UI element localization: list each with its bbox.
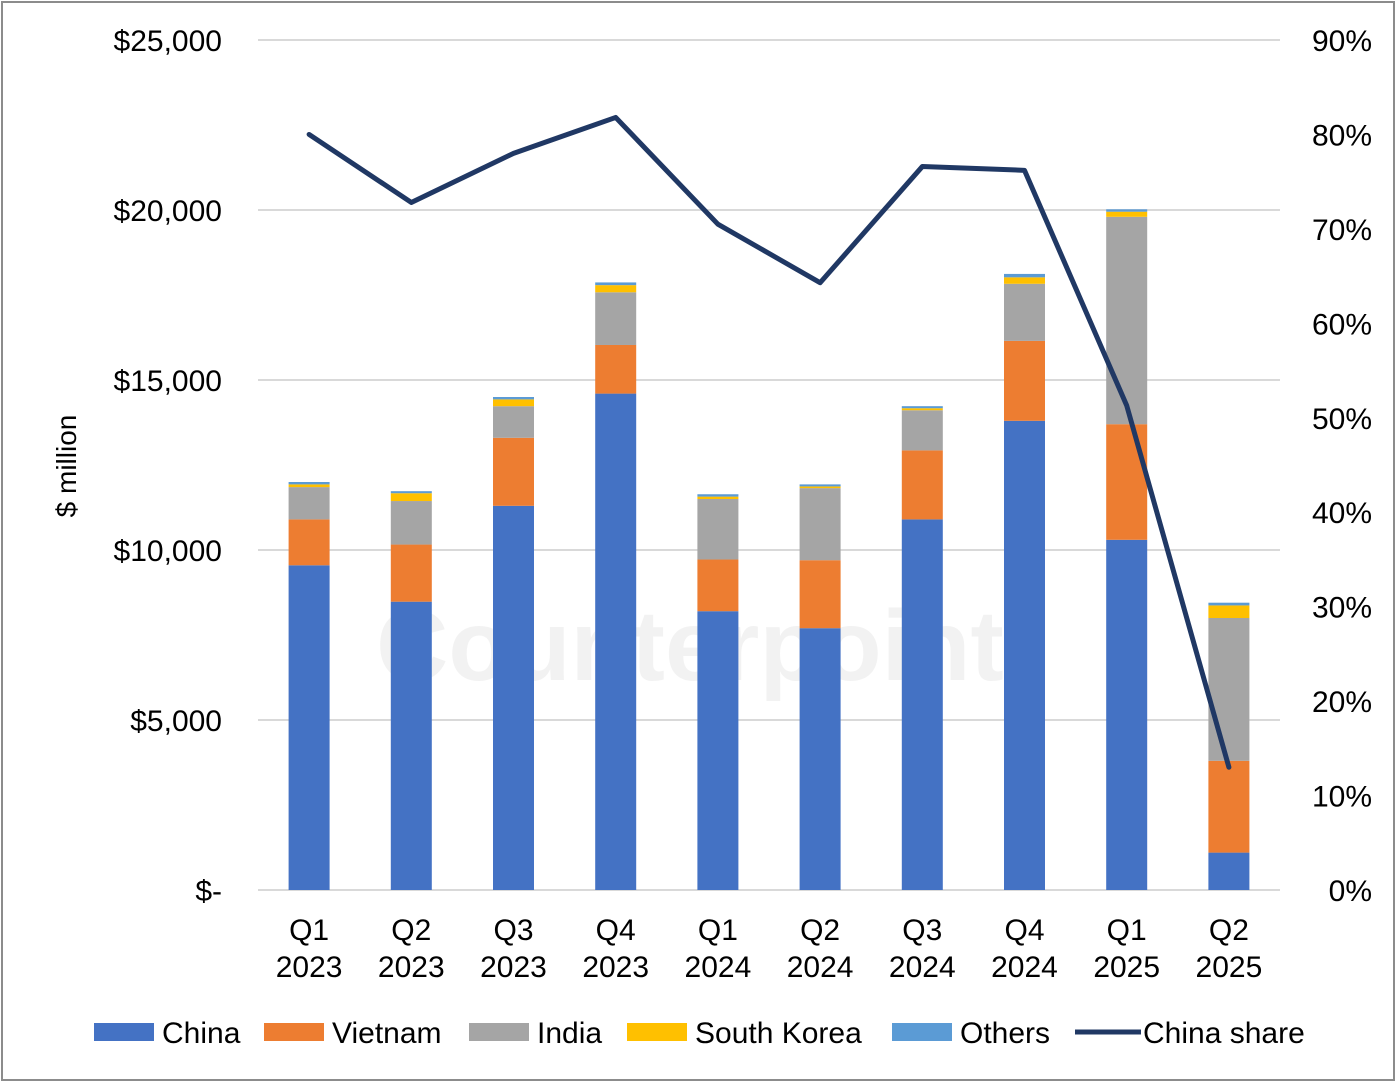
bar-china — [1208, 852, 1250, 890]
y2-tick-label: 70% — [1312, 214, 1372, 247]
bar-india — [1106, 216, 1148, 425]
bar-china — [799, 628, 841, 890]
legend-swatch-others — [892, 1023, 952, 1041]
bar-others — [1004, 273, 1045, 278]
bar-vietnam — [1004, 340, 1045, 421]
bar-others — [288, 482, 330, 485]
bar-india — [799, 488, 841, 561]
bar-china — [288, 565, 330, 890]
bar-china — [697, 611, 739, 890]
left-axis-ticks: $- $5,000 $10,000 $15,000 $20,000 $25,000 — [114, 25, 222, 908]
bar-china — [390, 601, 432, 890]
y2-tick-label: 80% — [1312, 119, 1372, 152]
y2-tick-label: 40% — [1312, 497, 1372, 530]
x-tick-label: Q3 2023 — [480, 914, 547, 984]
bar-vietnam — [1208, 760, 1250, 853]
bar-south-korea — [1106, 211, 1148, 217]
bar-vietnam — [595, 344, 637, 394]
legend-label-south-korea: South Korea — [695, 1017, 862, 1050]
x-tick-label: Q1 2025 — [1093, 914, 1160, 984]
bar-others — [1208, 602, 1250, 606]
y2-tick-label: 20% — [1312, 686, 1372, 719]
bar-china — [901, 519, 943, 890]
bar-south-korea — [390, 493, 432, 502]
bar-south-korea — [1004, 277, 1045, 284]
bar-others — [799, 484, 841, 487]
bar-south-korea — [697, 496, 739, 499]
bar-south-korea — [288, 484, 330, 488]
bar-india — [1208, 618, 1250, 761]
china-share-line-path — [306, 114, 1232, 770]
x-tick-label: Q3 2024 — [889, 914, 956, 984]
y-axis-title: $ million — [51, 415, 82, 518]
legend-swatch-south-korea — [627, 1023, 687, 1041]
y2-tick-label: 0% — [1329, 875, 1372, 908]
bar-others — [595, 282, 637, 286]
bar-vietnam — [288, 519, 330, 566]
x-tick-label: Q4 2024 — [991, 914, 1058, 984]
bar-india — [901, 410, 943, 451]
legend-swatch-china — [94, 1023, 154, 1041]
y-tick-label: $5,000 — [130, 705, 222, 738]
bar-vietnam — [697, 559, 739, 612]
bar-vietnam — [390, 544, 432, 602]
bar-china — [1106, 539, 1148, 890]
bar-vietnam — [493, 437, 534, 506]
china-share-line — [306, 114, 1232, 770]
bar-others — [901, 406, 943, 409]
y-tick-label: $20,000 — [114, 195, 222, 228]
bar-others — [697, 494, 739, 497]
bar-vietnam — [901, 450, 943, 520]
bar-china — [595, 393, 637, 890]
legend-label-vietnam: Vietnam — [332, 1017, 442, 1050]
y-tick-label: $- — [195, 875, 222, 908]
bars — [288, 209, 1250, 890]
legend-swatch-india — [469, 1023, 529, 1041]
legend-label-others: Others — [960, 1017, 1050, 1050]
x-tick-label: Q1 2024 — [685, 914, 752, 984]
x-tick-label: Q2 2025 — [1196, 914, 1263, 984]
bar-vietnam — [799, 560, 841, 629]
legend-label-china: China — [162, 1017, 241, 1050]
bar-india — [595, 292, 637, 345]
bar-south-korea — [799, 486, 841, 489]
bar-china — [1004, 420, 1045, 890]
x-tick-label: Q2 2024 — [787, 914, 854, 984]
bar-south-korea — [493, 399, 534, 407]
watermark-text: Counterpoint — [376, 590, 1004, 702]
legend-label-china-share: China share — [1143, 1017, 1305, 1050]
y2-tick-label: 10% — [1312, 781, 1372, 814]
x-axis-ticks: Q1 2023 Q2 2023 Q3 2023 Q4 2023 Q1 2024 Q2 2024 Q3 20… — [276, 914, 1263, 984]
legend-label-india: India — [537, 1017, 602, 1050]
bar-vietnam — [1106, 424, 1148, 540]
bar-others — [493, 397, 534, 400]
bar-south-korea — [1208, 605, 1250, 618]
y-tick-label: $10,000 — [114, 535, 222, 568]
legend: China Vietnam India South Korea Others China … — [94, 1017, 1305, 1050]
bar-south-korea — [595, 285, 637, 293]
y-tick-label: $25,000 — [114, 25, 222, 58]
y2-tick-label: 60% — [1312, 308, 1372, 341]
bar-south-korea — [901, 408, 943, 411]
legend-swatch-vietnam — [264, 1023, 324, 1041]
y2-tick-label: 30% — [1312, 592, 1372, 625]
x-tick-label: Q4 2023 — [582, 914, 649, 984]
bar-india — [288, 487, 330, 520]
x-tick-label: Q2 2023 — [378, 914, 445, 984]
bar-others — [1106, 209, 1148, 212]
y2-tick-label: 50% — [1312, 403, 1372, 436]
bar-india — [697, 499, 739, 560]
x-tick-label: Q1 2023 — [276, 914, 343, 984]
bar-india — [1004, 283, 1045, 341]
bar-china — [493, 505, 534, 890]
bar-india — [493, 406, 534, 438]
bar-india — [390, 501, 432, 545]
right-axis-ticks: 0% 10% 20% 30% 40% 50% 60% 70% 80% 90% — [1312, 25, 1372, 908]
y2-tick-label: 90% — [1312, 25, 1372, 58]
y-tick-label: $15,000 — [114, 365, 222, 398]
bar-others — [390, 491, 432, 494]
